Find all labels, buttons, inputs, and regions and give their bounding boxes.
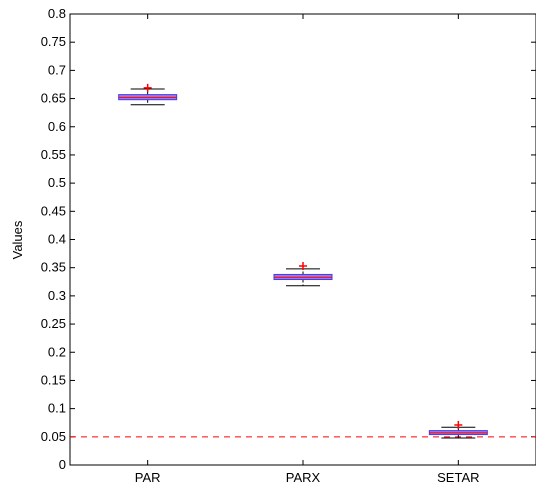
y-tick-label: 0.05	[41, 429, 66, 444]
x-tick-label: PARX	[286, 470, 321, 485]
y-tick-label: 0.75	[41, 34, 66, 49]
y-tick-label: 0.55	[41, 147, 66, 162]
x-tick-label: SETAR	[437, 470, 479, 485]
y-tick-label: 0.15	[41, 372, 66, 387]
box-setar	[428, 420, 488, 439]
x-axis: PAR PARX SETAR	[135, 14, 480, 485]
y-tick-label: 0.4	[48, 232, 66, 247]
y-tick-label: 0.65	[41, 91, 66, 106]
y-axis: 0 0.05 0.1 0.15 0.2 0.25 0.3 0.35 0.4 0.45 0.5 0.55…	[41, 6, 536, 472]
plot-area	[69, 13, 536, 466]
y-tick-label: 0.6	[48, 119, 66, 134]
y-tick-label: 0.25	[41, 316, 66, 331]
y-tick-label: 0.8	[48, 6, 66, 21]
y-tick-label: 0.5	[48, 175, 66, 190]
y-tick-label: 0.7	[48, 62, 66, 77]
y-tick-label: 0.3	[48, 288, 66, 303]
y-tick-label: 0.45	[41, 203, 66, 218]
y-axis-label: Values	[10, 220, 25, 259]
y-tick-label: 0.1	[48, 401, 66, 416]
y-tick-label: 0.2	[48, 344, 66, 359]
boxes-group	[118, 83, 488, 439]
x-tick-label: PAR	[135, 470, 161, 485]
y-tick-label: 0.35	[41, 260, 66, 275]
y-tick-label: 0	[59, 457, 66, 472]
box-parx	[273, 261, 333, 287]
box-par	[118, 83, 178, 106]
